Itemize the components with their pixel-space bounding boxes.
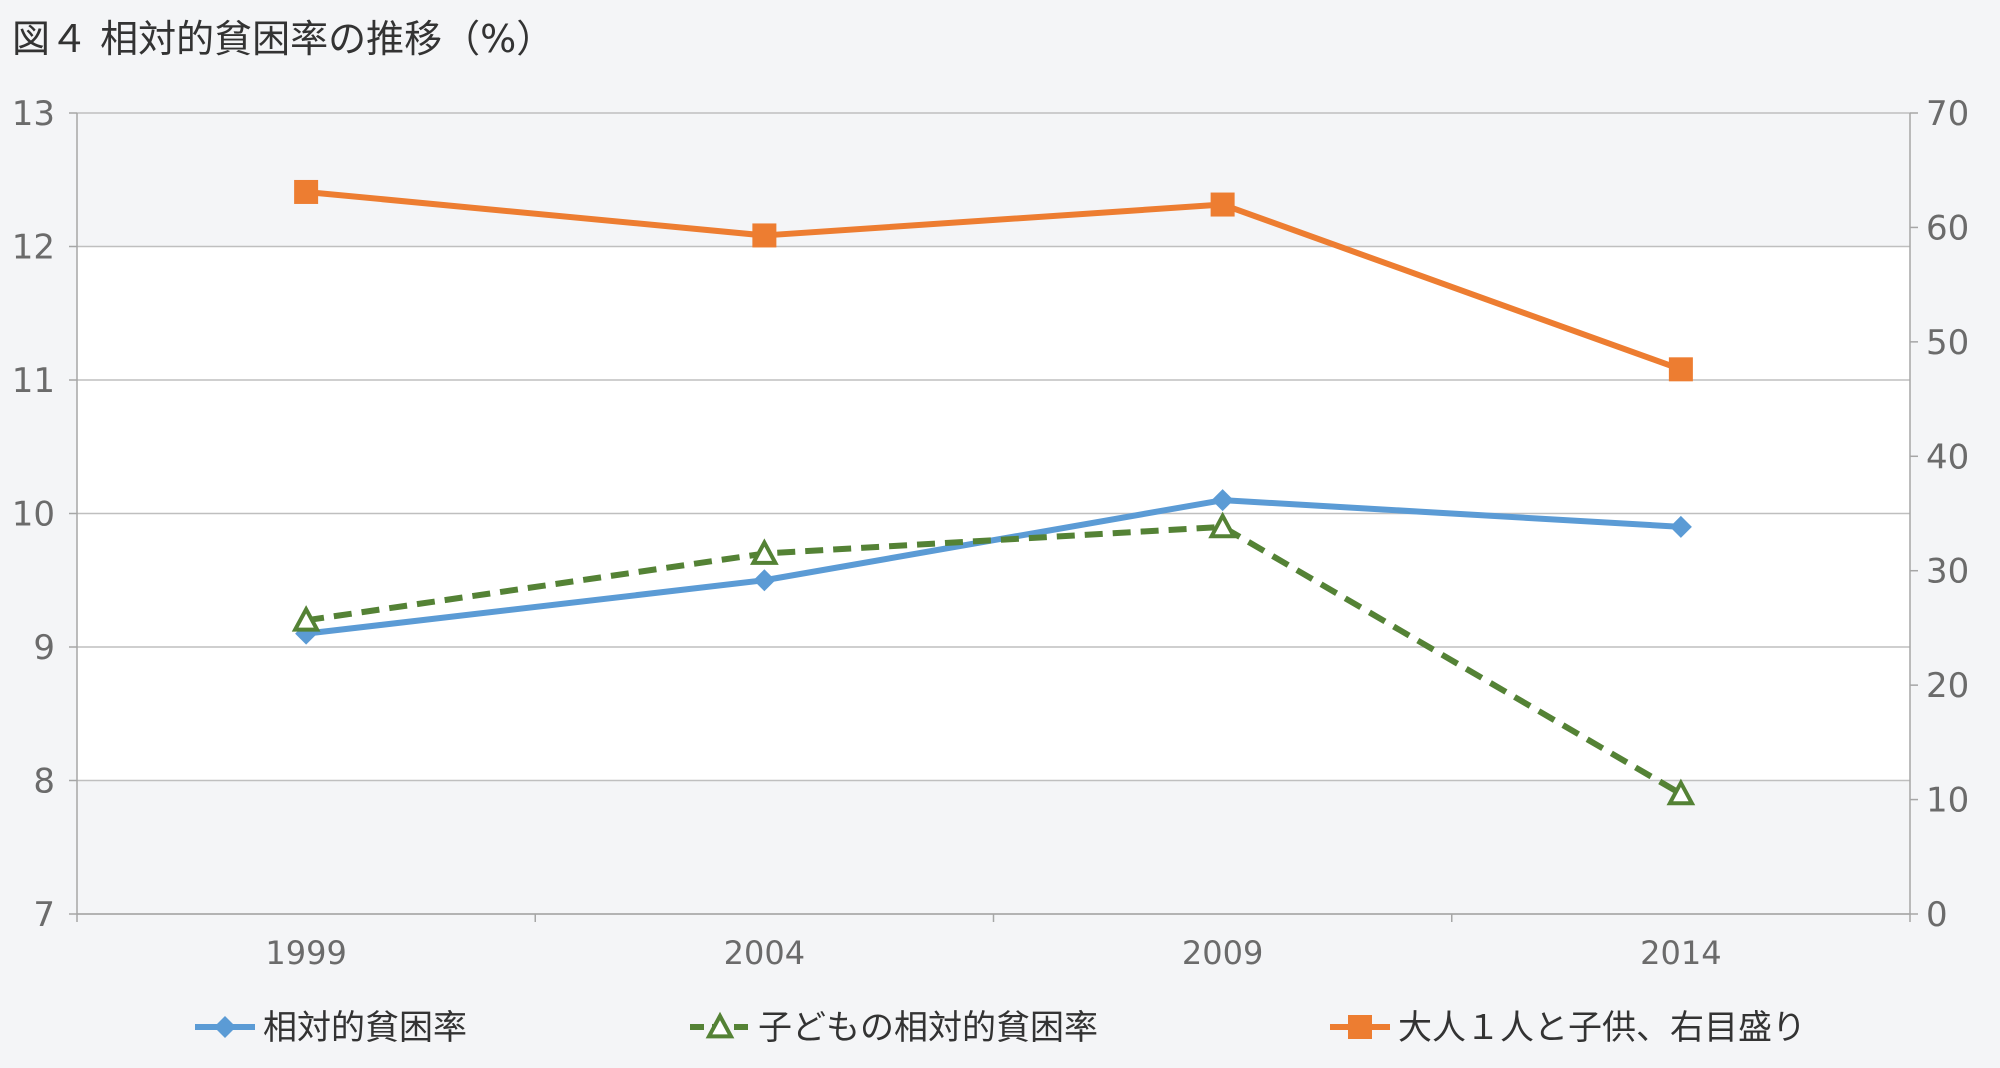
right-tick-label-70: 70 <box>1926 94 1969 134</box>
right-tick-label-60: 60 <box>1926 208 1969 248</box>
series-3-point-2004 <box>752 223 777 248</box>
series-2-point-1999 <box>291 605 321 632</box>
left-axis-ticks: 7 8 9 10 11 12 13 <box>12 94 77 935</box>
series-3 <box>294 179 1693 382</box>
right-axis-ticks: 0 10 20 30 40 50 60 70 <box>1910 94 1969 935</box>
series-1-point-2014 <box>1669 515 1692 538</box>
legend-marker-1 <box>214 1016 236 1038</box>
series-2 <box>291 511 1696 806</box>
right-tick-label-30: 30 <box>1926 552 1969 592</box>
right-tick-label-40: 40 <box>1926 437 1969 477</box>
legend-label-2: 子どもの相対的貧困率 <box>758 1008 1098 1048</box>
series-line-1 <box>305 497 1682 637</box>
series-3-point-2009 <box>1210 192 1235 217</box>
series-3-point-1999 <box>294 179 319 204</box>
legend-marker-2 <box>705 1011 735 1039</box>
legend-item-3: 大人１人と子供、右目盛り <box>1330 1008 1806 1048</box>
left-tick-label-9: 9 <box>33 628 55 668</box>
right-tick-label-20: 20 <box>1926 666 1969 706</box>
series-3-point-2014 <box>1668 357 1693 382</box>
right-tick-label-0: 0 <box>1926 895 1948 935</box>
right-tick-label-10: 10 <box>1926 781 1969 821</box>
left-tick-label-13: 13 <box>12 94 55 134</box>
x-tick-label-2009: 2009 <box>1182 934 1263 972</box>
series-2-point-2009 <box>1208 511 1237 539</box>
x-tick-label-1999: 1999 <box>265 934 346 972</box>
legend-item-1: 相対的貧困率 <box>195 1008 467 1048</box>
series-line-2 <box>305 523 1683 797</box>
right-tick-label-50: 50 <box>1926 323 1969 363</box>
x-axis-ticks: 1999 2004 2009 2014 <box>76 914 1911 972</box>
legend: 相対的貧困率 子どもの相対的貧困率 大人１人と子供、右目盛り <box>195 1008 1806 1048</box>
legend-label-1: 相対的貧困率 <box>263 1008 467 1048</box>
x-tick-label-2004: 2004 <box>724 934 805 972</box>
series-2-point-2004 <box>750 538 779 565</box>
legend-item-2: 子どもの相対的貧困率 <box>690 1008 1098 1048</box>
left-tick-label-10: 10 <box>12 495 55 535</box>
series-2-point-2014 <box>1666 778 1696 806</box>
chart-title: 図４ 相対的貧困率の推移（%） <box>12 17 555 61</box>
series-1-point-2004 <box>753 569 776 592</box>
series-line-3 <box>305 188 1682 373</box>
left-tick-label-12: 12 <box>12 228 55 268</box>
x-tick-label-2014: 2014 <box>1640 934 1721 972</box>
gridlines <box>77 112 1910 915</box>
left-tick-label-7: 7 <box>33 895 55 935</box>
left-tick-label-8: 8 <box>33 762 55 802</box>
series-1-point-2009 <box>1211 489 1234 512</box>
legend-marker-3 <box>1348 1015 1372 1039</box>
left-tick-label-11: 11 <box>12 361 55 401</box>
series-group <box>291 179 1696 806</box>
legend-label-3: 大人１人と子供、右目盛り <box>1398 1008 1806 1048</box>
